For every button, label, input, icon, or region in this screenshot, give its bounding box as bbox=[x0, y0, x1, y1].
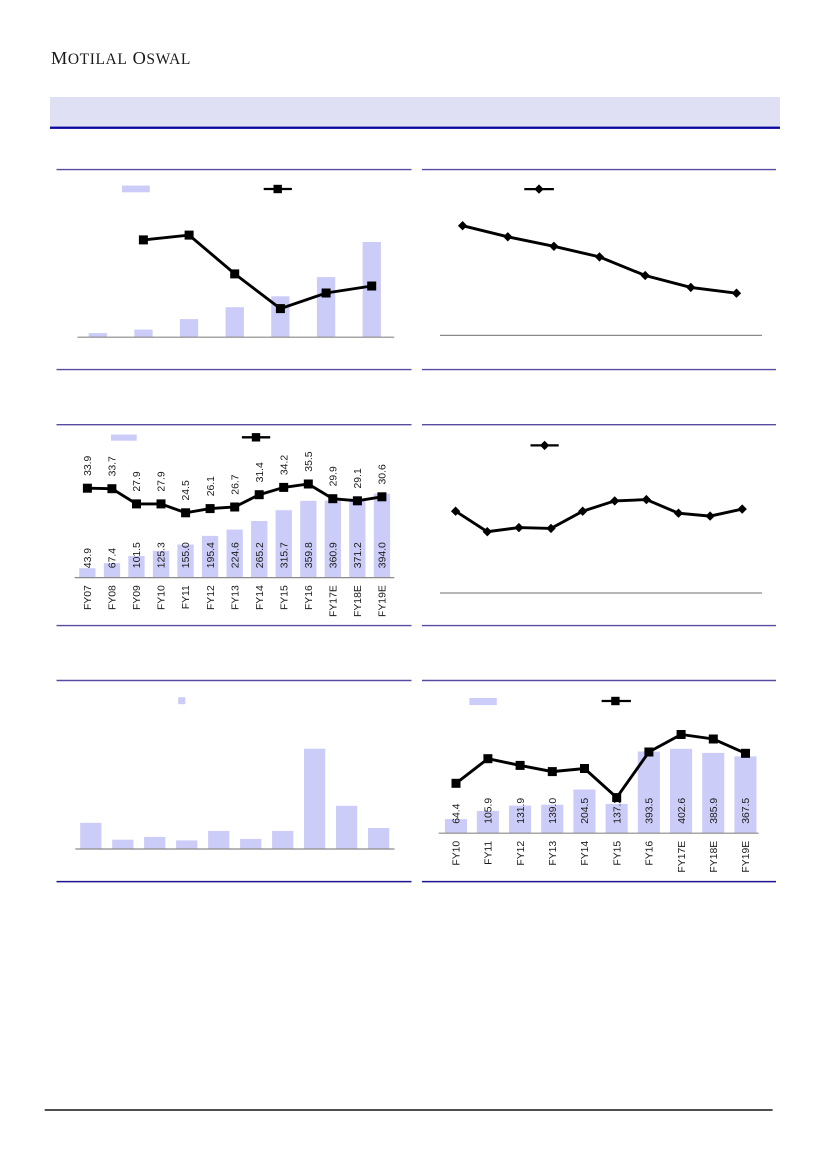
svg-text:35.5: 35.5 bbox=[304, 451, 315, 471]
svg-text:195.4: 195.4 bbox=[206, 542, 217, 568]
svg-text:139.0: 139.0 bbox=[548, 798, 559, 824]
svg-text:359.8: 359.8 bbox=[304, 542, 315, 568]
svg-text:27.9: 27.9 bbox=[157, 471, 168, 491]
svg-text:FY09: FY09 bbox=[132, 585, 143, 610]
svg-text:131.9: 131.9 bbox=[516, 798, 527, 824]
svg-text:31.4: 31.4 bbox=[255, 462, 266, 482]
svg-text:67.4: 67.4 bbox=[108, 548, 119, 568]
svg-text:393.5: 393.5 bbox=[645, 798, 656, 824]
svg-text:402.6: 402.6 bbox=[677, 798, 688, 824]
svg-text:FY14: FY14 bbox=[255, 585, 266, 610]
svg-text:315.7: 315.7 bbox=[279, 542, 290, 568]
svg-text:FY10: FY10 bbox=[452, 841, 463, 866]
svg-text:FY11: FY11 bbox=[484, 841, 495, 865]
svg-text:125.3: 125.3 bbox=[157, 542, 168, 568]
svg-text:FY18E: FY18E bbox=[709, 841, 720, 873]
svg-text:64.4: 64.4 bbox=[452, 803, 463, 823]
svg-text:33.9: 33.9 bbox=[83, 455, 94, 475]
svg-text:27.9: 27.9 bbox=[132, 471, 143, 491]
svg-text:137.2: 137.2 bbox=[612, 798, 623, 824]
svg-text:224.6: 224.6 bbox=[230, 542, 241, 568]
svg-text:FY19E: FY19E bbox=[378, 585, 389, 617]
svg-text:105.9: 105.9 bbox=[484, 798, 495, 824]
svg-text:33.7: 33.7 bbox=[108, 456, 119, 476]
svg-text:FY17E: FY17E bbox=[677, 841, 688, 873]
svg-text:FY17E: FY17E bbox=[329, 585, 340, 617]
svg-text:385.9: 385.9 bbox=[709, 798, 720, 824]
svg-text:101.5: 101.5 bbox=[132, 542, 143, 568]
svg-text:371.2: 371.2 bbox=[353, 542, 364, 568]
svg-text:FY15: FY15 bbox=[279, 585, 290, 610]
svg-text:367.5: 367.5 bbox=[741, 798, 752, 824]
svg-text:265.2: 265.2 bbox=[255, 542, 266, 568]
svg-text:29.9: 29.9 bbox=[329, 466, 340, 486]
svg-text:43.9: 43.9 bbox=[83, 548, 94, 568]
svg-text:394.0: 394.0 bbox=[378, 542, 389, 568]
svg-text:360.9: 360.9 bbox=[329, 542, 340, 568]
svg-text:24.5: 24.5 bbox=[181, 480, 192, 500]
svg-text:FY16: FY16 bbox=[645, 841, 656, 866]
svg-text:FY18E: FY18E bbox=[353, 585, 364, 617]
svg-text:FY11: FY11 bbox=[181, 585, 192, 609]
svg-text:29.1: 29.1 bbox=[353, 468, 364, 488]
svg-text:26.7: 26.7 bbox=[230, 474, 241, 494]
svg-text:FY19E: FY19E bbox=[741, 841, 752, 873]
svg-text:FY16: FY16 bbox=[304, 585, 315, 610]
svg-text:FY13: FY13 bbox=[230, 585, 241, 610]
svg-text:30.6: 30.6 bbox=[378, 464, 389, 484]
svg-text:204.5: 204.5 bbox=[580, 798, 591, 824]
svg-text:FY13: FY13 bbox=[548, 841, 559, 866]
svg-text:155.0: 155.0 bbox=[181, 542, 192, 568]
svg-text:FY15: FY15 bbox=[612, 841, 623, 866]
svg-text:34.2: 34.2 bbox=[279, 455, 290, 475]
svg-text:FY10: FY10 bbox=[157, 585, 168, 610]
svg-text:FY12: FY12 bbox=[516, 841, 527, 866]
svg-text:26.1: 26.1 bbox=[206, 476, 217, 496]
svg-text:FY12: FY12 bbox=[206, 585, 217, 610]
svg-text:FY07: FY07 bbox=[83, 585, 94, 610]
svg-text:MOTILAL OSWAL: MOTILAL OSWAL bbox=[51, 48, 191, 68]
svg-text:FY14: FY14 bbox=[580, 841, 591, 866]
svg-text:FY08: FY08 bbox=[108, 585, 119, 610]
